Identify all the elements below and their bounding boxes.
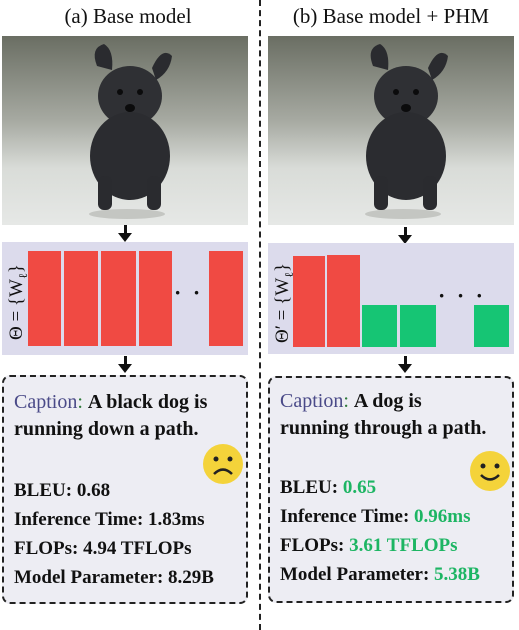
right-model-parameter: Model Parameter: 5.38B: [280, 564, 480, 585]
left-weight-bar-4: [139, 251, 172, 346]
left-weight-bar-last: [209, 251, 243, 346]
left-inference-time: Inference Time: 1.83ms: [14, 509, 205, 530]
right-flops: FLOPs: 3.61 TFLOPs: [280, 535, 458, 556]
right-caption-label: Caption: [280, 390, 344, 412]
left-weight-bar-1: [28, 251, 61, 346]
right-ellipsis: · · ·: [438, 283, 487, 308]
right-caption-line1: A dog is: [353, 390, 422, 412]
right-weight-bar-2: [327, 255, 360, 347]
left-caption-box: Caption: A black dog is running down a p…: [2, 375, 248, 604]
right-caption: Caption: A dog is running through a path…: [280, 390, 487, 439]
left-model-parameter: Model Parameter: 8.29B: [14, 567, 214, 588]
right-title: (b) Base model + PHM: [292, 4, 490, 28]
left-caption-label: Caption: [14, 391, 78, 413]
column-divider: [259, 0, 261, 630]
right-weight-bar-3: [362, 305, 397, 347]
left-weights-panel: Θ = {Wℓ} · · ·: [2, 242, 248, 355]
right-bleu: BLEU: 0.65: [280, 477, 377, 498]
happy-face-icon: [469, 450, 511, 497]
right-caption-line2: running through a path.: [280, 417, 487, 439]
right-inference-time: Inference Time: 0.96ms: [280, 506, 471, 527]
left-dog-photo: [2, 36, 248, 225]
left-flops: FLOPs: 4.94 TFLOPs: [14, 538, 192, 559]
right-weight-bar-last: [474, 305, 509, 347]
right-weight-bar-1: [293, 256, 325, 347]
left-bleu: BLEU: 0.68: [14, 480, 111, 501]
left-title: (a) Base model: [64, 4, 192, 28]
left-weight-bar-2: [64, 251, 98, 346]
left-caption-line2: running down a path.: [14, 418, 199, 440]
right-weight-bar-4: [400, 305, 436, 347]
right-caption-box: Caption: A dog is running through a path…: [268, 376, 514, 603]
left-caption: Caption: A black dog is running down a p…: [14, 391, 208, 440]
right-dog-photo: [268, 36, 514, 225]
right-weights-panel: Θ′ = {Wℓ} · · ·: [268, 243, 514, 354]
left-caption-line1: A black dog is: [87, 391, 208, 413]
left-weight-bar-3: [101, 251, 136, 346]
sad-face-icon: [202, 443, 244, 490]
